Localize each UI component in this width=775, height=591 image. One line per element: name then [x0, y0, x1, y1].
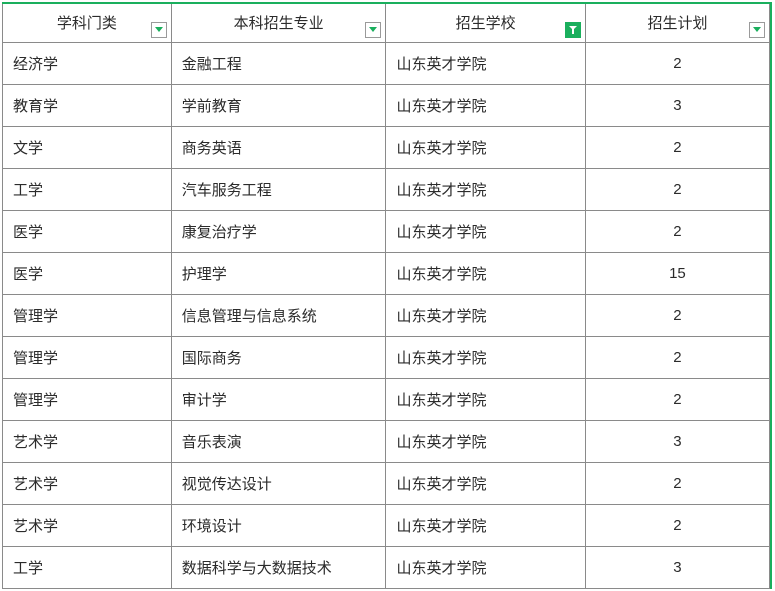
cell-discipline: 医学: [3, 210, 172, 252]
cell-plan: 2: [585, 210, 769, 252]
table-row: 医学护理学山东英才学院15: [3, 252, 770, 294]
cell-major: 金融工程: [171, 42, 386, 84]
table-row: 管理学信息管理与信息系统山东英才学院2: [3, 294, 770, 336]
cell-major: 康复治疗学: [171, 210, 386, 252]
cell-school: 山东英才学院: [386, 252, 585, 294]
filter-button-school[interactable]: [565, 22, 581, 38]
cell-plan: 2: [585, 336, 769, 378]
chevron-down-icon: [753, 27, 761, 32]
cell-discipline: 艺术学: [3, 462, 172, 504]
filter-button-major[interactable]: [365, 22, 381, 38]
table-body: 经济学金融工程山东英才学院2教育学学前教育山东英才学院3文学商务英语山东英才学院…: [3, 42, 770, 588]
cell-discipline: 艺术学: [3, 420, 172, 462]
cell-school: 山东英才学院: [386, 504, 585, 546]
table-row: 艺术学环境设计山东英才学院2: [3, 504, 770, 546]
header-row: 学科门类 本科招生专业 招生学校 招生计划: [3, 4, 770, 42]
cell-plan: 3: [585, 420, 769, 462]
cell-major: 护理学: [171, 252, 386, 294]
cell-school: 山东英才学院: [386, 84, 585, 126]
cell-major: 环境设计: [171, 504, 386, 546]
table-row: 经济学金融工程山东英才学院2: [3, 42, 770, 84]
cell-plan: 2: [585, 168, 769, 210]
col-header-label: 招生计划: [647, 15, 707, 32]
cell-school: 山东英才学院: [386, 420, 585, 462]
filter-button-plan[interactable]: [749, 22, 765, 38]
cell-major: 汽车服务工程: [171, 168, 386, 210]
table-row: 工学汽车服务工程山东英才学院2: [3, 168, 770, 210]
cell-school: 山东英才学院: [386, 378, 585, 420]
cell-school: 山东英才学院: [386, 210, 585, 252]
cell-school: 山东英才学院: [386, 168, 585, 210]
table-head: 学科门类 本科招生专业 招生学校 招生计划: [3, 4, 770, 42]
cell-discipline: 工学: [3, 168, 172, 210]
cell-plan: 3: [585, 84, 769, 126]
cell-school: 山东英才学院: [386, 42, 585, 84]
table-row: 管理学审计学山东英才学院2: [3, 378, 770, 420]
enrollment-table: 学科门类本科招生专业招生学校招生计划 经济学金融工程山东英才学院2教育学学前教育…: [2, 4, 770, 589]
cell-discipline: 教育学: [3, 84, 172, 126]
table-row: 教育学学前教育山东英才学院3: [3, 84, 770, 126]
cell-plan: 2: [585, 504, 769, 546]
col-header-discipline: 学科门类: [3, 4, 172, 42]
cell-discipline: 医学: [3, 252, 172, 294]
cell-discipline: 管理学: [3, 378, 172, 420]
cell-major: 学前教育: [171, 84, 386, 126]
col-header-school: 招生学校: [386, 4, 585, 42]
funnel-icon: [569, 26, 577, 34]
cell-major: 国际商务: [171, 336, 386, 378]
table-row: 艺术学音乐表演山东英才学院3: [3, 420, 770, 462]
cell-plan: 2: [585, 294, 769, 336]
col-header-label: 本科招生专业: [234, 15, 324, 32]
cell-plan: 2: [585, 42, 769, 84]
cell-plan: 2: [585, 126, 769, 168]
cell-discipline: 经济学: [3, 42, 172, 84]
cell-major: 商务英语: [171, 126, 386, 168]
cell-major: 审计学: [171, 378, 386, 420]
cell-major: 视觉传达设计: [171, 462, 386, 504]
cell-plan: 2: [585, 462, 769, 504]
chevron-down-icon: [369, 27, 377, 32]
filter-button-discipline[interactable]: [151, 22, 167, 38]
cell-plan: 15: [585, 252, 769, 294]
cell-school: 山东英才学院: [386, 462, 585, 504]
col-header-label: 学科门类: [57, 15, 117, 32]
cell-major: 音乐表演: [171, 420, 386, 462]
cell-school: 山东英才学院: [386, 336, 585, 378]
cell-school: 山东英才学院: [386, 126, 585, 168]
enrollment-table-wrap: 学科门类本科招生专业招生学校招生计划 经济学金融工程山东英才学院2教育学学前教育…: [2, 2, 772, 589]
table-row: 文学商务英语山东英才学院2: [3, 126, 770, 168]
chevron-down-icon: [155, 27, 163, 32]
cell-school: 山东英才学院: [386, 294, 585, 336]
col-header-major: 本科招生专业: [171, 4, 386, 42]
cell-plan: 2: [585, 378, 769, 420]
table-row: 医学康复治疗学山东英才学院2: [3, 210, 770, 252]
cell-discipline: 文学: [3, 126, 172, 168]
cell-discipline: 艺术学: [3, 504, 172, 546]
table-row: 艺术学视觉传达设计山东英才学院2: [3, 462, 770, 504]
col-header-plan: 招生计划: [585, 4, 769, 42]
cell-major: 信息管理与信息系统: [171, 294, 386, 336]
cell-discipline: 管理学: [3, 294, 172, 336]
table-row: 管理学国际商务山东英才学院2: [3, 336, 770, 378]
col-header-label: 招生学校: [456, 15, 516, 32]
cell-discipline: 管理学: [3, 336, 172, 378]
